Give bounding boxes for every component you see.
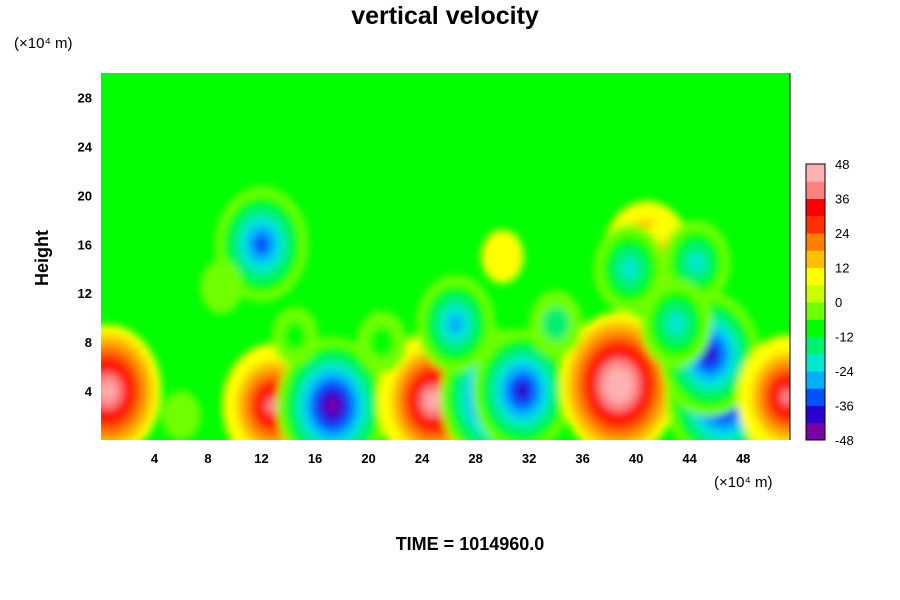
colorbar-segment (806, 164, 825, 182)
y-tick-label: 24 (78, 139, 93, 154)
colorbar-segment (806, 215, 825, 234)
colorbar-tick-label: 36 (835, 192, 849, 207)
field-feature-19 (529, 290, 583, 358)
colorbar-segment (806, 336, 825, 355)
colorbar-tick-label: 24 (835, 226, 849, 241)
field-feature-20 (200, 260, 243, 314)
colorbar-tick-label: -12 (835, 330, 854, 345)
x-tick-label: 48 (736, 451, 750, 466)
y-axis-unit: (×10⁴ m) (14, 35, 73, 52)
y-tick-label: 20 (78, 188, 92, 203)
time-label: TIME = 1014960.0 (396, 534, 545, 554)
x-tick-label: 16 (308, 451, 322, 466)
x-tick-label: 20 (361, 451, 375, 466)
field-feature-0 (101, 324, 162, 440)
y-tick-label: 28 (78, 90, 92, 105)
field-feature-12 (215, 186, 308, 302)
x-tick-label: 8 (204, 451, 211, 466)
field-feature-17 (357, 310, 407, 374)
colorbar-segment (806, 388, 825, 406)
y-tick-label: 12 (78, 286, 92, 301)
x-tick-label: 12 (254, 451, 268, 466)
x-tick-label: 4 (151, 451, 159, 466)
colorbar-ticks: 48 36 24 12 0 -12 -24 -36 -48 (835, 157, 854, 448)
field-feature-22 (161, 390, 201, 440)
x-axis-unit: (×10⁴ m) (714, 474, 773, 491)
plot-area (101, 73, 790, 440)
colorbar-segment (806, 284, 825, 303)
colorbar-border (805, 163, 826, 441)
colorbar-segment (806, 319, 825, 337)
velocity-field (101, 186, 790, 440)
colorbar-segment (806, 371, 825, 389)
y-tick-label: 16 (78, 237, 92, 252)
chart-title: vertical velocity (351, 2, 539, 30)
colorbar-segment (806, 353, 825, 372)
colorbar-segment (806, 181, 825, 199)
colorbar-tick-label: -36 (835, 399, 854, 414)
x-tick-label: 36 (575, 451, 589, 466)
field-feature-13 (416, 274, 495, 373)
colorbar-tick-label: -48 (835, 433, 854, 448)
colorbar-tick-label: 48 (835, 157, 849, 172)
x-tick-label: 24 (415, 451, 430, 466)
colorbar-tick-label: -24 (835, 364, 854, 379)
x-tick-label: 44 (682, 451, 697, 466)
colorbar-segment (806, 198, 825, 217)
field-feature-2 (277, 337, 388, 440)
x-tick-label: 40 (629, 451, 643, 466)
colorbar-tick-label: 12 (835, 261, 849, 276)
y-axis-ticks: 4 8 12 16 20 24 28 (78, 90, 93, 399)
field-feature-21 (481, 229, 524, 284)
colorbar-segment (806, 267, 825, 286)
colorbar-segment (806, 405, 825, 424)
x-axis-ticks: 4 8 12 16 20 24 28 32 36 40 44 48 (151, 451, 751, 466)
field-feature-6 (559, 311, 678, 440)
colorbar-tick-label: 0 (835, 295, 842, 310)
colorbar-segment (806, 422, 825, 441)
y-axis-label: Height (32, 230, 52, 286)
field-feature-16 (640, 279, 712, 369)
colorbar-segment (806, 233, 825, 251)
colorbar (805, 163, 826, 441)
x-tick-label: 32 (522, 451, 536, 466)
field-feature-9 (737, 335, 790, 440)
y-tick-label: 8 (85, 335, 92, 350)
y-tick-label: 4 (85, 384, 93, 399)
field-feature-14 (593, 224, 666, 314)
field-feature-18 (271, 307, 318, 366)
field-feature-5 (472, 329, 573, 440)
colorbar-segment (806, 302, 825, 320)
x-tick-label: 28 (468, 451, 482, 466)
colorbar-segment (806, 250, 825, 268)
